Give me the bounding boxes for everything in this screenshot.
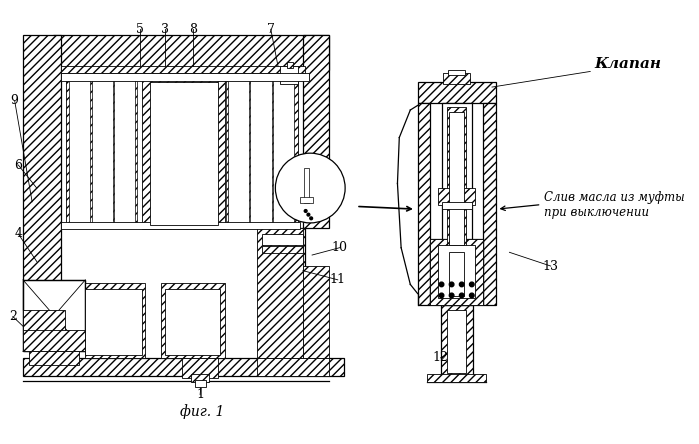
Bar bbox=[85, 289, 143, 355]
Bar bbox=[23, 280, 85, 351]
Bar bbox=[303, 35, 329, 227]
Bar bbox=[62, 73, 310, 81]
Circle shape bbox=[307, 213, 310, 216]
Bar bbox=[69, 80, 90, 226]
Bar bbox=[300, 197, 313, 203]
Bar bbox=[191, 374, 209, 382]
Bar bbox=[205, 80, 226, 226]
Bar bbox=[442, 202, 472, 209]
Bar bbox=[23, 310, 65, 333]
Bar bbox=[448, 70, 466, 75]
Circle shape bbox=[459, 293, 464, 298]
Text: 1: 1 bbox=[196, 388, 204, 401]
Bar bbox=[257, 227, 303, 358]
Bar bbox=[280, 66, 298, 84]
Bar bbox=[447, 107, 466, 250]
Text: 4: 4 bbox=[15, 227, 22, 241]
Bar bbox=[287, 62, 293, 68]
Circle shape bbox=[304, 210, 307, 212]
Bar bbox=[194, 380, 206, 387]
Text: 6: 6 bbox=[15, 159, 22, 171]
Bar bbox=[443, 73, 470, 84]
Text: 7: 7 bbox=[267, 23, 275, 36]
Bar bbox=[250, 80, 271, 226]
Text: фиг. 1: фиг. 1 bbox=[180, 404, 224, 419]
Bar bbox=[447, 310, 466, 373]
Text: при выключении: при выключении bbox=[545, 206, 649, 219]
Bar bbox=[165, 289, 220, 355]
Bar bbox=[62, 66, 305, 73]
Bar bbox=[438, 245, 475, 298]
Circle shape bbox=[310, 217, 312, 220]
Bar bbox=[159, 80, 181, 226]
Text: Клапан: Клапан bbox=[595, 57, 662, 71]
Circle shape bbox=[470, 282, 474, 287]
Text: 5: 5 bbox=[136, 23, 143, 36]
Bar bbox=[442, 103, 472, 254]
Text: 13: 13 bbox=[542, 260, 559, 273]
Circle shape bbox=[449, 293, 454, 298]
Bar bbox=[23, 35, 62, 310]
Bar bbox=[440, 305, 473, 376]
Bar bbox=[92, 80, 113, 226]
Bar bbox=[228, 80, 249, 226]
Bar bbox=[449, 112, 464, 245]
Bar bbox=[304, 168, 310, 203]
Bar bbox=[427, 374, 487, 382]
Circle shape bbox=[439, 282, 444, 287]
Bar bbox=[483, 103, 496, 305]
Text: 2: 2 bbox=[9, 310, 17, 323]
Bar bbox=[161, 282, 225, 358]
Circle shape bbox=[275, 153, 345, 223]
Bar bbox=[431, 238, 483, 305]
Bar bbox=[66, 78, 298, 227]
Bar bbox=[23, 280, 85, 351]
Bar bbox=[261, 234, 303, 245]
Bar bbox=[417, 83, 496, 103]
Bar bbox=[449, 252, 464, 296]
Text: 10: 10 bbox=[331, 241, 347, 254]
Bar bbox=[417, 103, 431, 305]
Bar bbox=[438, 188, 475, 205]
Bar bbox=[53, 35, 329, 70]
Bar bbox=[29, 351, 79, 365]
Text: Слив масла из муфты: Слив масла из муфты bbox=[545, 191, 685, 204]
Bar bbox=[23, 358, 344, 376]
Bar bbox=[273, 80, 294, 226]
Circle shape bbox=[449, 282, 454, 287]
Bar bbox=[182, 358, 219, 378]
Bar bbox=[62, 222, 300, 230]
Text: 8: 8 bbox=[189, 23, 196, 36]
Text: 9: 9 bbox=[10, 94, 19, 107]
Bar bbox=[261, 246, 303, 253]
Circle shape bbox=[470, 293, 474, 298]
Bar bbox=[303, 266, 329, 358]
Bar bbox=[431, 238, 483, 305]
Bar bbox=[62, 73, 69, 78]
Bar bbox=[257, 358, 329, 376]
Bar bbox=[114, 80, 136, 226]
Circle shape bbox=[439, 293, 444, 298]
Circle shape bbox=[459, 282, 464, 287]
Bar bbox=[23, 330, 85, 351]
Bar bbox=[150, 83, 217, 225]
Bar bbox=[137, 80, 158, 226]
Bar bbox=[292, 227, 305, 282]
Text: 12: 12 bbox=[433, 351, 449, 365]
Text: 11: 11 bbox=[330, 274, 346, 286]
Text: 3: 3 bbox=[161, 23, 169, 36]
Bar bbox=[85, 282, 145, 358]
Bar bbox=[143, 78, 225, 230]
Bar bbox=[182, 80, 203, 226]
